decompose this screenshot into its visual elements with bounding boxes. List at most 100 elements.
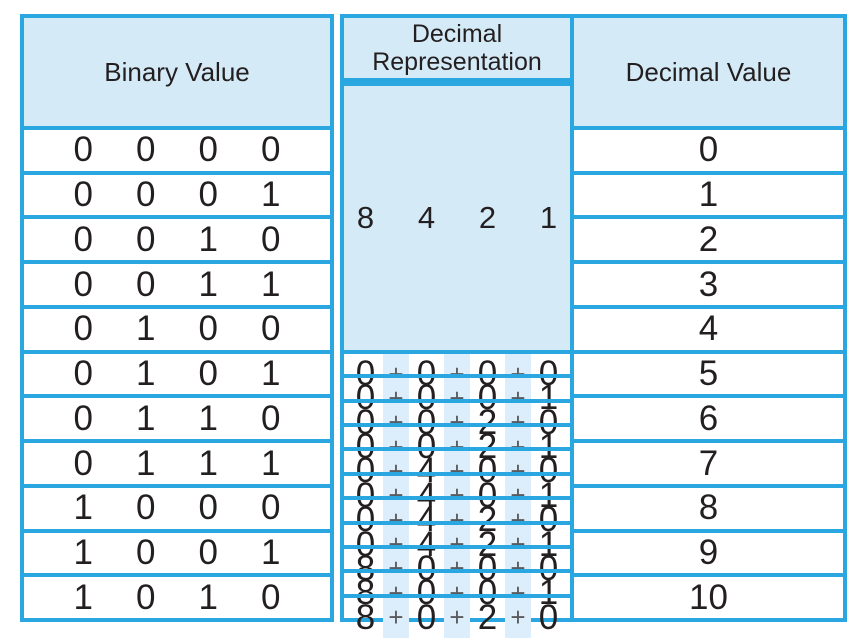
representation-term: 4	[416, 475, 437, 515]
binary-digit: 1	[198, 264, 218, 304]
representation-term: 4	[416, 524, 437, 564]
binary-digit: 1	[261, 264, 281, 304]
decimal-table-row: 5	[574, 349, 843, 395]
binary-digit: 1	[136, 443, 156, 483]
binary-digit: 0	[73, 130, 93, 170]
representation-term: 0	[477, 354, 498, 393]
binary-digit: 1	[73, 532, 93, 572]
binary-table-row: 0 0 1 1	[24, 260, 330, 305]
representation-table-row: 0 +0 +0 +0	[344, 354, 570, 394]
representation-table-row: 0 +4 +2 +1	[344, 520, 570, 565]
binary-digit: 0	[136, 175, 156, 215]
decimal-table-row: 7	[574, 439, 843, 484]
place-value-label: 2	[478, 200, 497, 235]
representation-term: 0	[538, 402, 559, 442]
representation-term: 0	[416, 402, 437, 442]
representation-term: 0	[477, 378, 498, 418]
binary-digit: 0	[198, 309, 218, 349]
binary-table-row: 0 0 0 0	[24, 130, 330, 171]
representation-table-row: 0 +0 +0 +1	[344, 374, 570, 419]
binary-table-row: 1 0 0 1	[24, 528, 330, 574]
representation-term: 0	[538, 354, 559, 393]
representation-table-row: 8 +0 +0 +0	[344, 544, 570, 589]
binary-digit: 0	[136, 488, 156, 528]
place-value-label: 4	[417, 200, 436, 235]
binary-digit: 0	[136, 532, 156, 572]
binary-table-row: 1 0 0 0	[24, 483, 330, 529]
representation-term: 0	[416, 573, 437, 613]
binary-digit: 0	[73, 309, 93, 349]
representation-term: 0	[416, 597, 437, 637]
binary-digit: 1	[261, 175, 281, 215]
decimal-value: 7	[698, 443, 719, 483]
decimal-value: 6	[698, 398, 719, 438]
representation-term: 0	[355, 402, 376, 442]
representation-term: 1	[538, 573, 559, 613]
binary-table-row: 0 1 1 1	[24, 439, 330, 484]
decimal-table-row: 8	[574, 483, 843, 529]
binary-table-row: 0 1 0 0	[24, 304, 330, 350]
representation-table-row: 8 +0 +2 +0	[344, 593, 570, 638]
place-value-spacer	[505, 86, 531, 350]
decimal-table-row: 1	[574, 170, 843, 216]
representation-term: 8	[355, 597, 376, 637]
binary-digit: 1	[73, 577, 93, 617]
representation-table-row: 8 +0 +0 +1	[344, 569, 570, 614]
plus-sign: +	[444, 597, 470, 638]
binary-digit: 0	[261, 130, 281, 170]
decimal-representation-header: Decimal Representation	[344, 18, 570, 82]
representation-term: 1	[538, 427, 559, 467]
binary-value-header: Binary Value	[24, 18, 330, 130]
binary-digit: 0	[73, 443, 93, 483]
representation-term: 2	[477, 402, 498, 442]
binary-digit: 0	[198, 354, 218, 394]
representation-term: 0	[355, 451, 376, 491]
representation-term: 0	[355, 354, 376, 393]
binary-digit: 0	[136, 577, 156, 617]
decimal-table-row: 10	[574, 573, 843, 618]
binary-digit: 1	[261, 443, 281, 483]
representation-term: 1	[538, 378, 559, 418]
binary-digit: 0	[198, 130, 218, 170]
plus-sign: +	[505, 597, 531, 638]
binary-digit: 0	[73, 175, 93, 215]
binary-digit: 0	[198, 532, 218, 572]
representation-term: 0	[355, 524, 376, 564]
place-value-header-row: 8 4 2 1	[344, 82, 570, 354]
binary-digit: 0	[261, 488, 281, 528]
binary-digit: 0	[136, 130, 156, 170]
binary-digit: 0	[136, 219, 156, 259]
representation-table-row: 0 +4 +2 +0	[344, 496, 570, 541]
binary-digit: 1	[136, 309, 156, 349]
representation-term: 1	[538, 475, 559, 515]
binary-digit: 0	[261, 398, 281, 438]
binary-table-row: 0 1 0 1	[24, 349, 330, 395]
representation-rows: 0 +0 +0 +0 0 +0 +0 +1 0 +0 +2 +0 0 +0 +2 +1 0 +4 +0 +0 0 +4 +0…	[344, 354, 570, 638]
binary-digit: 0	[261, 577, 281, 617]
representation-term: 8	[355, 573, 376, 613]
representation-term: 0	[477, 548, 498, 588]
representation-term: 0	[477, 475, 498, 515]
binary-digit: 1	[261, 532, 281, 572]
place-value-spacer	[444, 86, 470, 350]
place-value-spacer	[383, 86, 409, 350]
representation-term: 0	[477, 573, 498, 613]
binary-digit: 0	[261, 309, 281, 349]
representation-table-row: 0 +0 +2 +0	[344, 398, 570, 443]
representation-term: 0	[538, 451, 559, 491]
representation-term: 8	[355, 548, 376, 588]
decimal-value: 3	[698, 264, 719, 304]
binary-digit: 1	[261, 354, 281, 394]
binary-digit: 0	[73, 264, 93, 304]
binary-digit: 0	[198, 175, 218, 215]
decimal-table-row: 9	[574, 528, 843, 574]
binary-table-row: 0 0 0 1	[24, 170, 330, 216]
binary-digit: 0	[261, 219, 281, 259]
decimal-value: 0	[698, 130, 719, 170]
representation-term: 1	[538, 524, 559, 564]
decimal-table-row: 0	[574, 130, 843, 171]
